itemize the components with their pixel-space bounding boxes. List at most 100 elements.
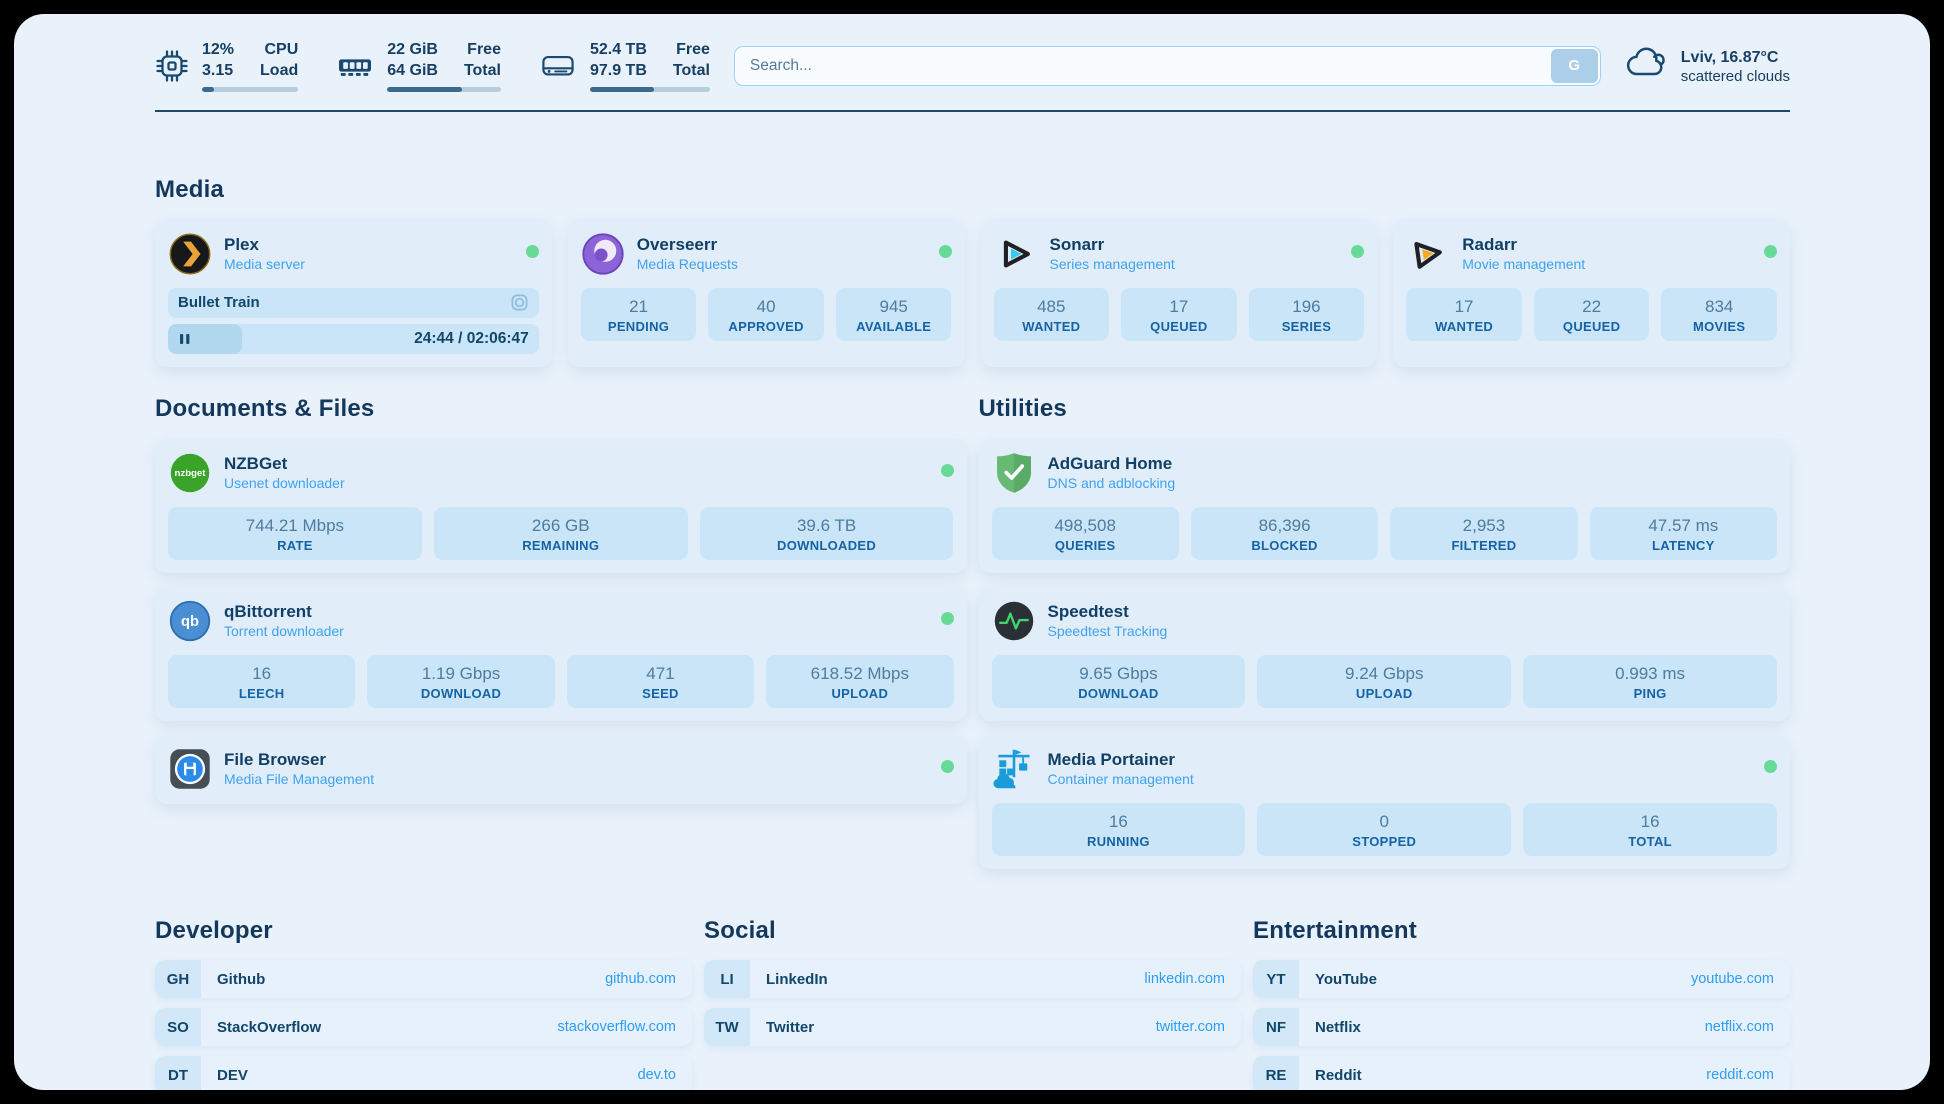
documents-column: Documents & Files nzbget NZBGet U [155,395,967,805]
status-online-dot [938,244,952,258]
status-online-dot [1764,760,1777,774]
stat-pill: 618.52 Mbps UPLOAD [766,654,954,709]
stat-pill: 9.65 Gbps DOWNLOAD [991,654,1246,709]
disk-label-top: Free [676,41,710,58]
bookmark-abbr: GH [155,960,201,999]
section-title-entertainment: Entertainment [1253,917,1417,945]
stat-pill: 40 APPROVED [708,287,824,341]
stat-pill: 16 RUNNING [991,803,1246,857]
cpu-chip-icon [155,49,189,83]
stat-pill: 266 GB REMAINING [433,506,688,560]
memory-icon [336,50,374,82]
stat-pill: 1.19 Gbps DOWNLOAD [367,654,555,709]
bookmark-github[interactable]: GH Github github.com [155,960,692,999]
service-description: Media server [224,255,305,272]
service-description: Series management [1049,255,1175,272]
weather-location-temp: Lviv, 16.87°C [1680,48,1779,66]
service-card-overseerr[interactable]: Overseerr Media Requests 21 PENDING 40 A… [567,218,965,367]
disk-widget: 52.4 TB 97.9 TB Free Total [539,40,710,92]
dashboard-panel: 12% 3.15 CPU Load [14,14,1930,1090]
search-engine-button[interactable]: G [1550,48,1598,83]
stat-pill: 744.21 Mbps RATE [168,506,422,560]
bookmark-reddit[interactable]: RE Reddit reddit.com [1253,1056,1790,1090]
bookmark-name: DEV [217,1066,248,1084]
top-bar: 12% 3.15 CPU Load [155,40,1790,92]
stat-pill: 834 MOVIES [1661,287,1777,341]
stat-pill: 196 SERIES [1248,287,1365,341]
bookmark-name: Netflix [1315,1018,1361,1036]
weather-widget: Lviv, 16.87°C scattered clouds [1625,44,1790,87]
bookmark-name: Github [217,970,266,988]
stat-pill: 498,508 QUERIES [991,506,1179,560]
bookmark-stackoverflow[interactable]: SO StackOverflow stackoverflow.com [155,1008,692,1047]
bookmark-url: linkedin.com [1144,971,1225,988]
service-description: DNS and adblocking [1047,474,1176,491]
service-card-qbittorrent[interactable]: qb qBittorrent Torrent downloader 16 LEE… [155,585,967,722]
session-view-icon[interactable] [510,293,529,312]
service-card-sonarr[interactable]: Sonarr Series management 485 WANTED 17 Q… [980,218,1378,367]
sonarr-icon [994,232,1038,276]
memory-label-top: Free [467,41,501,58]
bookmark-url: twitter.com [1155,1019,1225,1036]
cpu-percent: 12% [202,41,235,58]
service-name: Speedtest [1047,601,1129,621]
service-description: Movie management [1462,255,1586,272]
service-name: Overseerr [636,234,718,254]
playback-time: 24:44 / 02:06:47 [414,329,529,347]
status-online-dot [1764,244,1777,258]
bookmark-url: github.com [605,971,676,988]
service-name: AdGuard Home [1047,453,1173,473]
service-card-speedtest[interactable]: Speedtest Speedtest Tracking 9.65 Gbps D… [978,585,1790,722]
now-playing-row: Bullet Train [168,287,539,318]
service-card-radarr[interactable]: Radarr Movie management 17 WANTED 22 QUE… [1393,218,1790,367]
stat-pill: 9.24 Gbps UPLOAD [1257,654,1512,709]
service-card-portainer[interactable]: Media Portainer Container management 16 … [978,734,1790,870]
search-input[interactable] [733,45,1601,86]
service-card-filebrowser[interactable]: File Browser Media File Management [155,734,967,805]
memory-usage-bar [387,86,501,92]
media-grid: Plex Media server Bullet Train [155,218,1790,367]
bookmark-group-developer: Developer GH Github github.com SO StackO… [155,917,692,1090]
status-online-dot [525,244,539,258]
stat-pill: 0.993 ms PING [1523,654,1777,709]
section-title-utilities: Utilities [978,394,1067,422]
bookmark-twitter[interactable]: TW Twitter twitter.com [704,1008,1241,1047]
disk-usage-bar [589,86,710,92]
bookmark-url: stackoverflow.com [557,1019,676,1036]
speedtest-icon [992,599,1036,643]
bookmark-linkedin[interactable]: LI LinkedIn linkedin.com [704,960,1241,999]
service-name: Sonarr [1049,234,1105,254]
bookmark-url: dev.to [637,1067,676,1084]
stat-pill: 21 PENDING [580,287,697,341]
search-bar: G [733,45,1601,86]
status-online-dot [940,760,954,774]
disk-free: 52.4 TB [589,41,647,58]
service-card-plex[interactable]: Plex Media server Bullet Train [155,218,552,367]
qbittorrent-icon: qb [168,599,212,643]
service-description: Media Requests [636,255,738,272]
disk-usage-fill [589,86,654,92]
status-online-dot [940,463,954,477]
service-card-adguard[interactable]: AdGuard Home DNS and adblocking 498,508 … [978,437,1790,573]
section-title-developer: Developer [155,917,273,945]
bookmark-netflix[interactable]: NF Netflix netflix.com [1253,1008,1790,1047]
bookmark-url: netflix.com [1704,1019,1774,1036]
bookmark-name: YouTube [1315,970,1377,988]
cpu-label-top: CPU [264,41,299,58]
stat-pill: 86,396 BLOCKED [1190,506,1379,560]
nzbget-icon: nzbget [168,451,212,495]
cpu-usage-fill [202,86,214,92]
bookmark-youtube[interactable]: YT YouTube youtube.com [1253,960,1790,999]
service-card-nzbget[interactable]: nzbget NZBGet Usenet downloader 744.21 M… [155,437,967,573]
service-name: Radarr [1462,234,1518,254]
bookmark-name: StackOverflow [217,1018,322,1036]
bookmark-dev[interactable]: DT DEV dev.to [155,1056,692,1090]
portainer-icon [992,747,1036,791]
svg-text:qb: qb [181,614,199,630]
bookmark-name: Reddit [1315,1066,1362,1084]
status-online-dot [1351,244,1365,258]
bookmark-name: Twitter [766,1018,815,1036]
stat-pill: 16 TOTAL [1523,803,1777,857]
disk-label-bottom: Total [672,61,710,79]
cpu-load: 3.15 [202,61,234,79]
